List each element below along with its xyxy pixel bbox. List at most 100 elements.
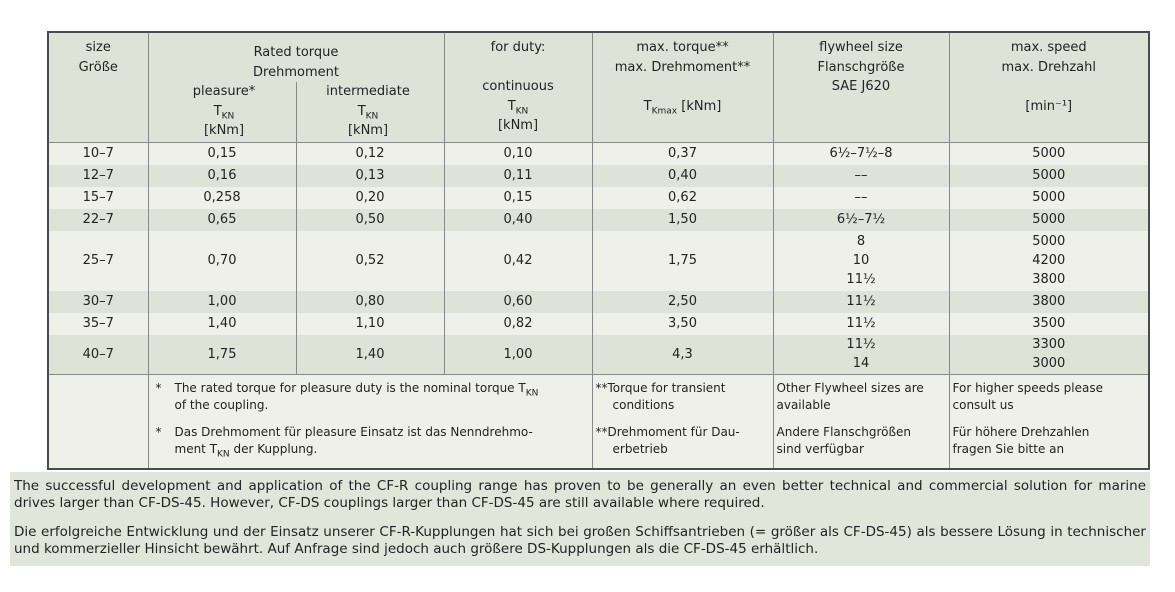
- cell-speed: 5000: [949, 142, 1149, 165]
- paragraph-english: The successful development and applicati…: [14, 478, 1146, 511]
- header-speed-line2: max. Drehzahl: [1001, 59, 1097, 75]
- cell-size: 10–7: [48, 142, 149, 165]
- footnote-flywheel-en: Other Flywheel sizes are available: [776, 381, 924, 412]
- cell-intermediate: 0,12: [296, 142, 445, 165]
- header-speed-unit: [min⁻¹]: [1025, 98, 1073, 114]
- header-speed-line1: max. speed: [1010, 40, 1087, 55]
- footnote-max-torque-en: **Torque for transient conditions: [595, 381, 726, 412]
- table-row: 30–7 1,00 0,80 0,60 2,50 11½ 3800: [48, 290, 1149, 313]
- cell-speed: 5000: [949, 208, 1149, 231]
- footnote-empty-cell: [48, 374, 149, 469]
- cell-size: 15–7: [48, 186, 149, 209]
- cell-pleasure: 1,00: [148, 290, 297, 313]
- cell-size: 40–7: [48, 334, 149, 375]
- header-intermediate-unit: [kNm]: [347, 123, 389, 138]
- header-pleasure-unit: [kNm]: [203, 123, 245, 138]
- cell-intermediate: 1,40: [296, 334, 445, 375]
- cell-pleasure: 0,70: [148, 230, 297, 291]
- header-flywheel-line1: flywheel size: [819, 40, 903, 55]
- cell-flywheel: 6½–7½: [773, 208, 950, 231]
- cell-pleasure: 0,65: [148, 208, 297, 231]
- cell-max-torque: 0,62: [592, 186, 774, 209]
- header-max-speed: max. speed max. Drehzahl . [min⁻¹]: [949, 32, 1149, 143]
- header-rated-line1: Rated torque: [253, 45, 339, 60]
- header-flywheel-size: flywheel size Flanschgröße SAE J620: [773, 32, 950, 143]
- cell-continuous: 0,82: [444, 312, 593, 335]
- header-max-torque-line1: max. torque**: [636, 40, 729, 55]
- header-size: size Größe: [48, 32, 149, 143]
- cell-size: 22–7: [48, 208, 149, 231]
- cell-max-torque: 1,75: [592, 230, 774, 291]
- table-row: 10–7 0,15 0,12 0,10 0,37 6½–7½–8 5000: [48, 142, 1149, 165]
- table-row: 15–7 0,258 0,20 0,15 0,62 –– 5000: [48, 186, 1149, 209]
- table-row: 12–7 0,16 0,13 0,11 0,40 –– 5000: [48, 164, 1149, 187]
- header-intermediate: intermediate TKN [kNm]: [295, 82, 440, 142]
- cell-intermediate: 0,80: [296, 290, 445, 313]
- header-max-torque-line2: max. Drehmoment**: [614, 59, 751, 75]
- cell-intermediate: 0,13: [296, 164, 445, 187]
- cell-intermediate: 0,50: [296, 208, 445, 231]
- cell-flywheel: ––: [773, 164, 950, 187]
- cell-speed: 3800: [949, 290, 1149, 313]
- cell-max-torque: 0,37: [592, 142, 774, 165]
- cell-continuous: 0,40: [444, 208, 593, 231]
- header-duty-symbol: TKN: [507, 98, 529, 117]
- footnote-speed-en: For higher speeds please consult us: [952, 381, 1104, 412]
- header-size-line1: size: [85, 40, 111, 55]
- cell-speed: 3500: [949, 312, 1149, 335]
- footnote-max-torque: **Torque for transient conditions **Dreh…: [592, 374, 774, 469]
- cell-continuous: 0,10: [444, 142, 593, 165]
- cell-continuous: 1,00: [444, 334, 593, 375]
- table-header-row: size Größe Rated torque Drehmoment pleas…: [48, 32, 1149, 143]
- header-flywheel-line2: Flanschgröße: [817, 59, 905, 75]
- table-footnote-row: * The rated torque for pleasure duty is …: [48, 374, 1149, 469]
- cell-max-torque: 0,40: [592, 164, 774, 187]
- header-max-torque: max. torque** max. Drehmoment** . TKmax …: [592, 32, 774, 143]
- footnote-speed: For higher speeds please consult us Für …: [949, 374, 1149, 469]
- cell-flywheel: 11½: [773, 312, 950, 335]
- cell-flywheel: ––: [773, 186, 950, 209]
- footnote-flywheel: Other Flywheel sizes are available Ander…: [773, 374, 950, 469]
- cell-intermediate: 0,20: [296, 186, 445, 209]
- header-intermediate-symbol: TKN: [357, 103, 379, 122]
- cell-max-torque: 3,50: [592, 312, 774, 335]
- header-duty-unit: [kNm]: [497, 118, 539, 133]
- specs-table: size Größe Rated torque Drehmoment pleas…: [47, 31, 1150, 470]
- cell-flywheel: 8 10 11½: [773, 230, 950, 291]
- footnote-rated-de: * Das Drehmoment für pleasure Einsatz is…: [155, 425, 533, 459]
- cell-flywheel: 11½: [773, 290, 950, 313]
- cell-speed: 3300 3000: [949, 334, 1149, 375]
- cell-pleasure: 0,15: [148, 142, 297, 165]
- table-row: 40–7 1,75 1,40 1,00 4,3 11½ 14 3300 3000: [48, 334, 1149, 375]
- cell-max-torque: 1,50: [592, 208, 774, 231]
- header-rated-line2: Drehmoment: [253, 64, 339, 80]
- cell-speed: 5000: [949, 164, 1149, 187]
- header-pleasure-symbol: TKN: [213, 103, 235, 122]
- table-row: 35–7 1,40 1,10 0,82 3,50 11½ 3500: [48, 312, 1149, 335]
- cell-size: 35–7: [48, 312, 149, 335]
- header-max-torque-symbol: TKmax [kNm]: [643, 98, 722, 117]
- cell-flywheel: 6½–7½–8: [773, 142, 950, 165]
- header-intermediate-title: intermediate: [326, 84, 410, 99]
- table-row: 22–7 0,65 0,50 0,40 1,50 6½–7½ 5000: [48, 208, 1149, 231]
- header-duty-continuous: for duty: . continuous TKN [kNm]: [444, 32, 593, 143]
- cell-speed: 5000 4200 3800: [949, 230, 1149, 291]
- footnote-max-torque-de: **Drehmoment für Dau- erbetrieb: [595, 425, 740, 456]
- header-flywheel-line3: SAE J620: [831, 79, 891, 94]
- cell-pleasure: 1,40: [148, 312, 297, 335]
- cell-continuous: 0,15: [444, 186, 593, 209]
- description-block: The successful development and applicati…: [10, 472, 1150, 567]
- header-size-line2: Größe: [78, 59, 118, 75]
- paragraph-german: Die erfolgreiche Entwicklung und der Ein…: [14, 524, 1146, 557]
- page: { "table": { "header": { "size": {"line1…: [0, 31, 1175, 592]
- header-duty-title: continuous: [482, 79, 554, 94]
- cell-size: 30–7: [48, 290, 149, 313]
- cell-intermediate: 0,52: [296, 230, 445, 291]
- header-rated-torque: Rated torque Drehmoment pleasure* TKN [k…: [148, 32, 445, 143]
- cell-continuous: 0,11: [444, 164, 593, 187]
- cell-size: 12–7: [48, 164, 149, 187]
- cell-continuous: 0,60: [444, 290, 593, 313]
- footnote-rated-torque: * The rated torque for pleasure duty is …: [148, 374, 593, 469]
- footnote-speed-de: Für höhere Drehzahlen fragen Sie bitte a…: [952, 425, 1090, 456]
- cell-continuous: 0,42: [444, 230, 593, 291]
